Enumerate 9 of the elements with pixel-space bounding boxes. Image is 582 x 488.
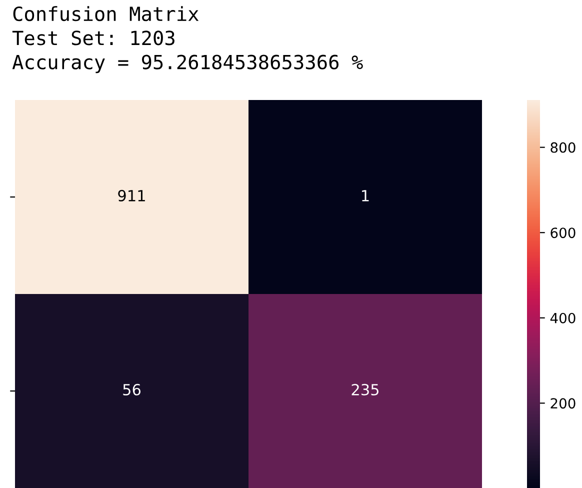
color-bar-label: 600 (550, 228, 576, 238)
data-label: 56 (123, 384, 141, 396)
chart-title: Confusion Matrix Test Set: 1203 Accuracy = 95.26184538653366 % (12, 6, 363, 74)
data-label: 911 (118, 190, 145, 202)
data-label: 1 (362, 190, 369, 202)
data-label: 235 (352, 384, 378, 396)
color-bar-label: 800 (550, 142, 576, 153)
color-bar-label: 400 (550, 312, 576, 324)
color-bar-label: 200 (550, 398, 576, 409)
